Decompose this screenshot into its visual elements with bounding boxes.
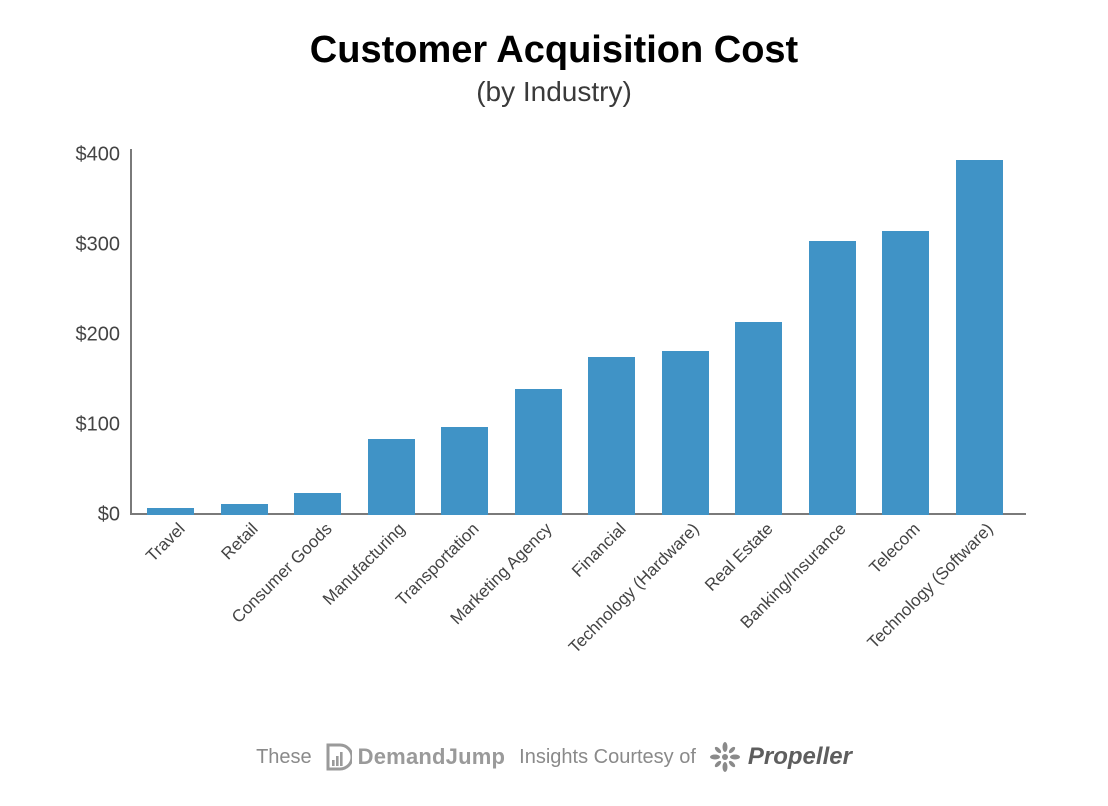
- demandjump-logo: DemandJump: [326, 743, 505, 771]
- chart-area: $0$100$200$300$400 TravelRetailConsumer …: [130, 155, 1020, 515]
- bar: [441, 427, 488, 515]
- demandjump-icon: [326, 743, 352, 771]
- y-tick-label: $0: [98, 504, 120, 527]
- footer-word-insights: Insights Courtesy of: [519, 746, 696, 769]
- bar: [294, 493, 341, 515]
- bar-slot: Real Estate: [722, 155, 796, 515]
- bar-slot: Technology (Software): [943, 155, 1017, 515]
- x-tick-label: Retail: [218, 519, 263, 564]
- x-tick-label: Technology (Software): [864, 519, 998, 653]
- footer-word-these: These: [256, 746, 312, 769]
- x-tick-label: Telecom: [865, 519, 924, 578]
- bar: [882, 231, 929, 515]
- bar-slot: Marketing Agency: [502, 155, 576, 515]
- bar-slot: Technology (Hardware): [649, 155, 723, 515]
- bar-slot: Consumer Goods: [281, 155, 355, 515]
- bar: [956, 160, 1003, 515]
- x-tick-label: Technology (Hardware): [565, 519, 703, 657]
- propeller-text: Propeller: [748, 743, 852, 771]
- bar: [809, 241, 856, 515]
- bars-container: TravelRetailConsumer GoodsManufacturingT…: [130, 155, 1020, 515]
- y-tick-label: $300: [76, 234, 121, 257]
- x-tick-label: Travel: [142, 519, 189, 566]
- chart-subtitle: (by Industry): [0, 76, 1108, 108]
- bar: [662, 351, 709, 515]
- bar: [588, 357, 635, 515]
- bar: [221, 504, 268, 515]
- attribution-footer: These DemandJump Insights Courtesy of: [0, 742, 1108, 772]
- bar-slot: Financial: [575, 155, 649, 515]
- bar: [515, 389, 562, 515]
- bar-slot: Retail: [208, 155, 282, 515]
- propeller-icon: [710, 742, 740, 772]
- y-tick-label: $100: [76, 414, 121, 437]
- chart-title: Customer Acquisition Cost: [0, 30, 1108, 72]
- bar-slot: Banking/Insurance: [796, 155, 870, 515]
- bar-slot: Telecom: [869, 155, 943, 515]
- bar: [147, 508, 194, 515]
- bar-slot: Manufacturing: [355, 155, 429, 515]
- bar: [735, 322, 782, 515]
- y-tick-label: $200: [76, 324, 121, 347]
- x-tick-label: Real Estate: [701, 519, 777, 595]
- propeller-logo: Propeller: [710, 742, 852, 772]
- demandjump-text: DemandJump: [358, 744, 505, 770]
- bar-slot: Travel: [134, 155, 208, 515]
- x-tick-label: Financial: [568, 519, 630, 581]
- y-tick-label: $400: [76, 144, 121, 167]
- title-block: Customer Acquisition Cost (by Industry): [0, 0, 1108, 108]
- bar-slot: Transportation: [428, 155, 502, 515]
- bar: [368, 439, 415, 515]
